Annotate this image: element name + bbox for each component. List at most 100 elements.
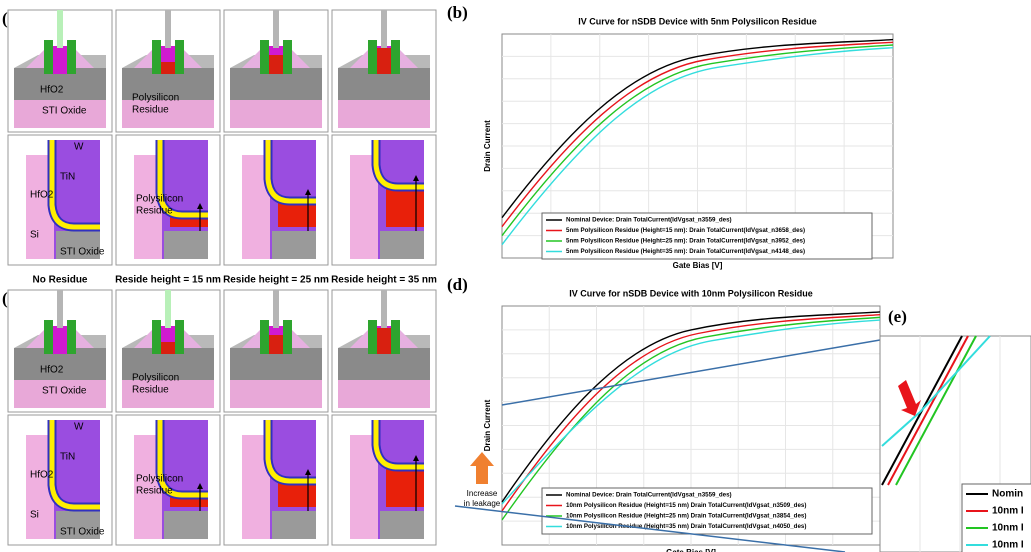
spacer-right <box>76 50 94 68</box>
fin-left <box>260 320 269 354</box>
pillar <box>57 290 63 328</box>
fin-right <box>283 40 292 74</box>
curve <box>501 44 894 237</box>
spacer-right <box>292 50 310 68</box>
sti-region <box>56 511 100 539</box>
sti-region <box>164 511 208 539</box>
fin-left <box>44 320 53 354</box>
caption: Reside height = 15 nm <box>115 275 221 286</box>
label: HfO2 <box>30 470 54 481</box>
tin-line <box>157 420 208 498</box>
pillar <box>165 10 171 48</box>
spacer-right <box>292 330 310 348</box>
label: Residue <box>136 486 173 497</box>
device-column <box>331 9 437 266</box>
legend-box <box>541 487 873 535</box>
arrow-head <box>197 483 203 489</box>
zoom-curve <box>887 335 969 486</box>
arrow-head <box>197 203 203 209</box>
tin-line <box>373 420 424 470</box>
legend-entry: 10nm I <box>992 523 1024 534</box>
curve <box>501 313 881 512</box>
panel-label: (b) <box>447 3 468 22</box>
label: Polysilicon <box>132 93 179 104</box>
fin-right <box>283 320 292 354</box>
fin-left <box>368 40 377 74</box>
fin-right <box>67 40 76 74</box>
sti-oxide <box>230 100 322 128</box>
label: Residue <box>136 206 173 217</box>
panel-label: (e) <box>888 307 907 326</box>
spacer-left <box>242 330 260 348</box>
tin-line <box>265 140 316 204</box>
spacer-right <box>184 50 202 68</box>
sti-oxide <box>122 100 214 128</box>
sti-region <box>272 231 316 259</box>
device-column <box>115 289 221 546</box>
tin-line <box>157 140 208 218</box>
device-column <box>223 289 329 546</box>
tin-line <box>49 420 100 510</box>
legend-entry: 10nm I <box>992 540 1024 551</box>
sti-region <box>56 231 100 259</box>
red-arrow <box>898 380 921 416</box>
curve <box>501 311 881 503</box>
fin-left <box>368 320 377 354</box>
device-column <box>7 9 113 266</box>
y-axis-label: Drain Current <box>483 120 492 172</box>
label: Polysilicon <box>132 373 179 384</box>
fin-left <box>152 40 161 74</box>
legend-box <box>541 212 873 260</box>
fin-left <box>44 40 53 74</box>
curve <box>501 47 894 246</box>
panel-label: (d) <box>447 275 468 294</box>
leakage-arrow <box>470 452 494 484</box>
pillar <box>273 10 279 48</box>
sti-region <box>272 511 316 539</box>
fin-left <box>260 40 269 74</box>
device-column <box>331 289 437 546</box>
sti-oxide <box>338 100 430 128</box>
legend-entry: 5nm Polysilicon Residue (Height=15 nm): … <box>566 227 805 234</box>
label: STI Oxide <box>42 106 87 117</box>
zoom-curve <box>881 335 991 447</box>
sti-oxide <box>14 380 106 408</box>
sti-oxide <box>14 100 106 128</box>
residue <box>386 467 424 507</box>
sti-region <box>380 511 424 539</box>
sti-region <box>380 231 424 259</box>
spacer-right <box>400 50 418 68</box>
arrow-head <box>305 189 311 195</box>
label: Polysilicon <box>136 474 183 485</box>
label: HfO2 <box>30 190 54 201</box>
fin-right <box>391 40 400 74</box>
annotation: Increase <box>467 489 498 498</box>
gate <box>53 46 67 74</box>
arrow-head <box>413 455 419 461</box>
zoom-curve <box>895 335 977 486</box>
device-column <box>223 9 329 266</box>
caption: Reside height = 35 nm <box>331 275 437 286</box>
zoom-line <box>454 505 846 552</box>
label: Residue <box>132 385 169 396</box>
fin-right <box>175 320 184 354</box>
spacer-left <box>26 50 44 68</box>
label: W <box>74 422 84 433</box>
sti-oxide <box>122 380 214 408</box>
spacer-right <box>76 330 94 348</box>
label: Polysilicon <box>136 194 183 205</box>
label: TiN <box>60 452 75 463</box>
residue <box>269 55 283 74</box>
device-column <box>7 289 113 546</box>
curve <box>501 41 894 228</box>
pillar <box>273 290 279 328</box>
spacer-left <box>26 330 44 348</box>
pillar <box>381 290 387 328</box>
caption: No Residue <box>32 275 87 286</box>
tin-line <box>373 140 424 190</box>
annotation: in leakage <box>464 499 501 508</box>
y-axis-label: Drain Current <box>483 399 492 451</box>
residue <box>161 62 175 74</box>
fin-right <box>67 320 76 354</box>
x-axis-label: Gate Bias [V] <box>666 548 716 552</box>
